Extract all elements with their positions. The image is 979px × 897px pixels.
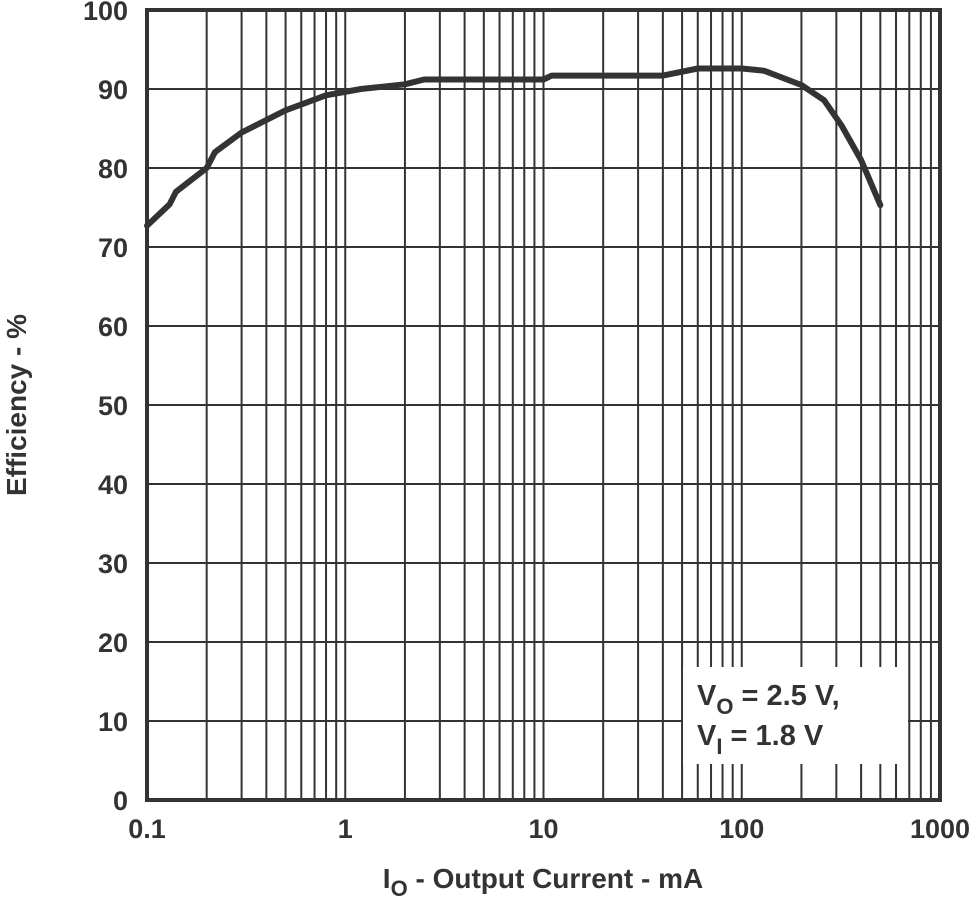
- x-tick-label: 1: [338, 814, 353, 844]
- y-tick-label: 100: [83, 0, 128, 26]
- y-tick-label: 80: [98, 154, 128, 184]
- y-tick-label: 40: [98, 470, 128, 500]
- x-tick-label: 0.1: [128, 814, 166, 844]
- y-tick-label: 60: [98, 312, 128, 342]
- efficiency-curve: [144, 65, 884, 229]
- conditions-annotation: VO = 2.5 V, VI = 1.8 V: [697, 680, 840, 759]
- x-axis-ticks: 0.1 1 10 100 1000: [128, 814, 970, 844]
- x-tick-label: 1000: [910, 814, 970, 844]
- y-axis-ticks: 0 10 20 30 40 50 60 70 80 90 100: [83, 0, 128, 816]
- y-tick-label: 20: [98, 628, 128, 658]
- x-tick-label: 10: [528, 814, 558, 844]
- annotation-line-vo: VO = 2.5 V,: [697, 680, 840, 719]
- y-tick-label: 0: [113, 786, 128, 816]
- plot-frame: [145, 8, 942, 802]
- x-axis-label: IO - Output Current - mA: [383, 863, 703, 897]
- y-axis-label: Efficiency - %: [1, 314, 32, 496]
- y-tick-label: 70: [98, 233, 128, 263]
- annotation-line-vi: VI = 1.8 V: [697, 720, 824, 759]
- y-tick-label: 50: [98, 391, 128, 421]
- y-tick-label: 10: [98, 707, 128, 737]
- y-tick-label: 30: [98, 549, 128, 579]
- x-tick-label: 100: [719, 814, 764, 844]
- y-tick-label: 90: [98, 75, 128, 105]
- annotation-background: [683, 667, 908, 764]
